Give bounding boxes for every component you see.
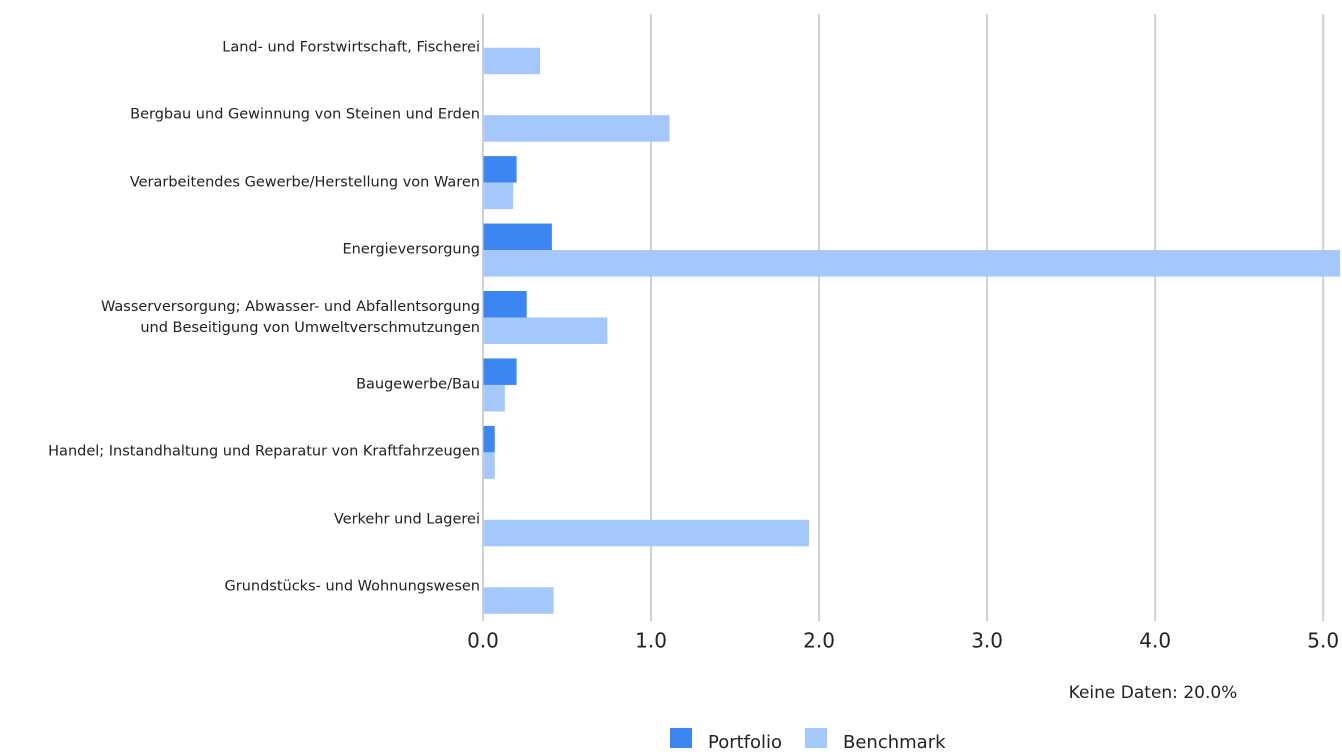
category-label: Verkehr und Lagerei bbox=[333, 511, 480, 528]
bar bbox=[483, 115, 670, 142]
category-label: Verarbeitendes Gewerbe/Herstellung von W… bbox=[129, 174, 480, 191]
x-tick-label: 5.0 bbox=[1307, 629, 1339, 653]
bar bbox=[483, 250, 1340, 277]
legend-swatch bbox=[805, 728, 827, 748]
legend-label: Portfolio bbox=[708, 732, 782, 752]
bar bbox=[483, 291, 527, 318]
category-label: Wasserversorgung; Abwasser- und Abfallen… bbox=[100, 298, 480, 336]
bar bbox=[483, 425, 495, 453]
x-tick-label: 2.0 bbox=[803, 629, 835, 653]
category-label: Handel; Instandhaltung und Reparatur von… bbox=[48, 443, 480, 460]
category-label: Energieversorgung bbox=[342, 241, 480, 258]
bar bbox=[483, 384, 505, 412]
legend-label: Benchmark bbox=[843, 732, 946, 752]
category-label: Grundstücks- und Wohnungswesen bbox=[224, 578, 481, 595]
category-label: Land- und Forstwirtschaft, Fischerei bbox=[222, 39, 480, 56]
x-tick-label: 3.0 bbox=[971, 629, 1003, 653]
bar bbox=[483, 317, 608, 344]
bar bbox=[483, 182, 514, 210]
bar bbox=[483, 519, 809, 547]
legend-swatch bbox=[670, 728, 692, 748]
x-tick-label: 1.0 bbox=[635, 629, 667, 653]
category-label: Bergbau und Gewinnung von Steinen und Er… bbox=[130, 106, 480, 123]
x-tick-label: 0.0 bbox=[467, 629, 499, 653]
category-label: Baugewerbe/Bau bbox=[356, 376, 480, 393]
bar bbox=[483, 223, 552, 251]
bar bbox=[483, 452, 495, 479]
x-tick-label: 4.0 bbox=[1139, 629, 1171, 653]
annotation: Keine Daten: 20.0% bbox=[1069, 683, 1238, 703]
bar bbox=[483, 156, 517, 183]
bar bbox=[483, 358, 517, 385]
bar bbox=[483, 587, 554, 614]
bar bbox=[483, 47, 541, 75]
